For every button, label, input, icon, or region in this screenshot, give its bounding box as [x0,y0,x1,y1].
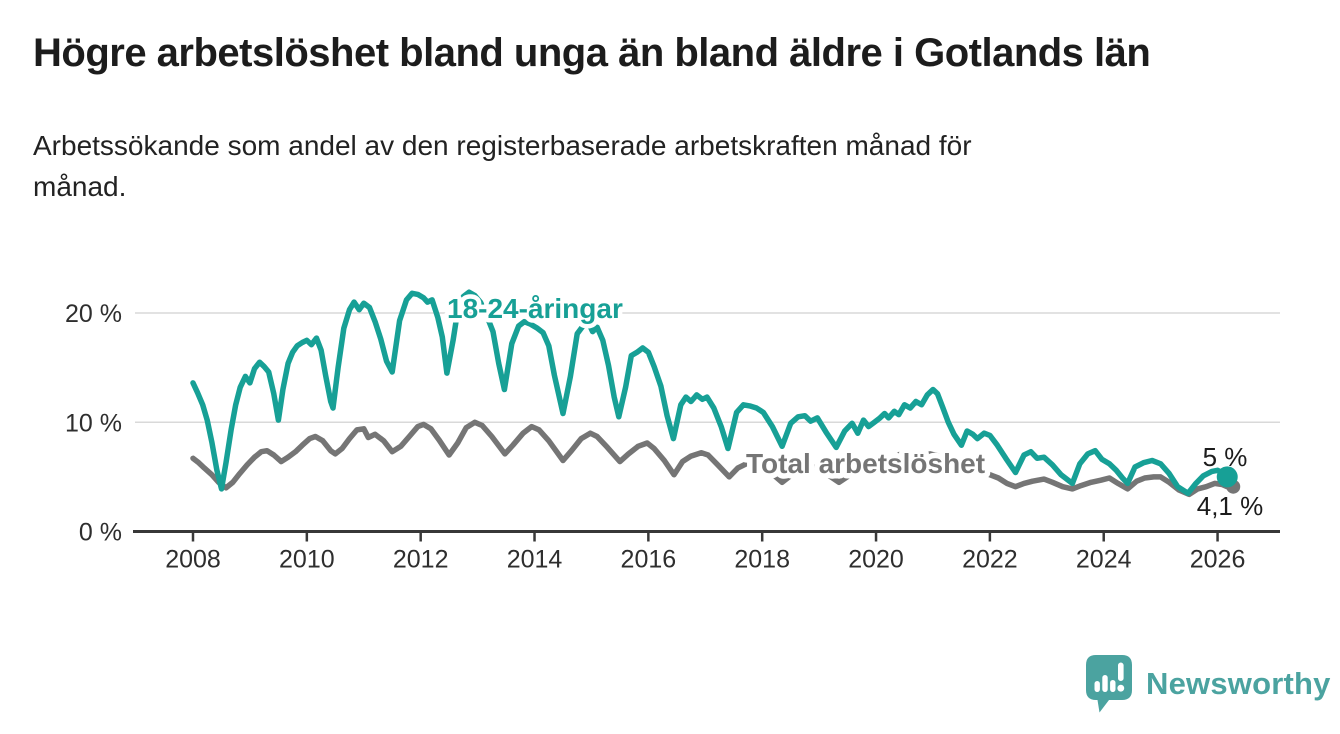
logo-bar-2 [1102,675,1108,692]
x-tick-label-2026: 2026 [1190,546,1246,574]
series-label-total: Total arbetslöshet [746,448,985,479]
x-tick-label-2010: 2010 [279,546,335,574]
x-tick-label-2022: 2022 [962,546,1018,574]
end-value-label-total: 4,1 % [1197,491,1264,521]
y-tick-label-20: 20 % [65,300,122,328]
x-tick-label-2020: 2020 [848,546,904,574]
chart-svg: 2008 2010 2012 2014 2016 2018 2020 2022 2024 2026… [65,289,1280,574]
speech-bubble-shape [1086,655,1132,713]
y-tick-label-0: 0 % [79,519,122,547]
page-subtitle: Arbetssökande som andel av den registerb… [33,130,972,202]
logo-exclamation-stem [1118,662,1124,681]
x-tick-label-2012: 2012 [393,546,449,574]
logo-exclamation-dot [1117,684,1125,692]
newsworthy-logo-icon [1086,655,1132,713]
x-tick-label-2014: 2014 [507,546,563,574]
series-line-total [190,419,1230,498]
page-title: Högre arbetslöshet bland unga än bland ä… [33,31,1151,75]
x-tick-label-2008: 2008 [165,546,221,574]
x-tick-label-2016: 2016 [621,546,677,574]
logo-bar-1 [1094,681,1100,692]
x-tick-label-2024: 2024 [1076,546,1132,574]
logo-bar-3 [1110,680,1116,692]
unemployment-line-chart: 2008 2010 2012 2014 2016 2018 2020 2022 2024 2026… [0,260,1340,640]
end-value-label-youth: 5 % [1203,442,1248,472]
newsworthy-logo[interactable]: Newsworthy [1085,654,1331,714]
newsworthy-logo-text: Newsworthy [1146,666,1331,701]
series-line-youth [190,289,1230,497]
y-tick-label-10: 10 % [65,409,122,437]
end-dot-youth [1216,466,1238,488]
series-label-youth: 18-24-åringar [447,293,623,324]
x-tick-label-2018: 2018 [734,546,790,574]
